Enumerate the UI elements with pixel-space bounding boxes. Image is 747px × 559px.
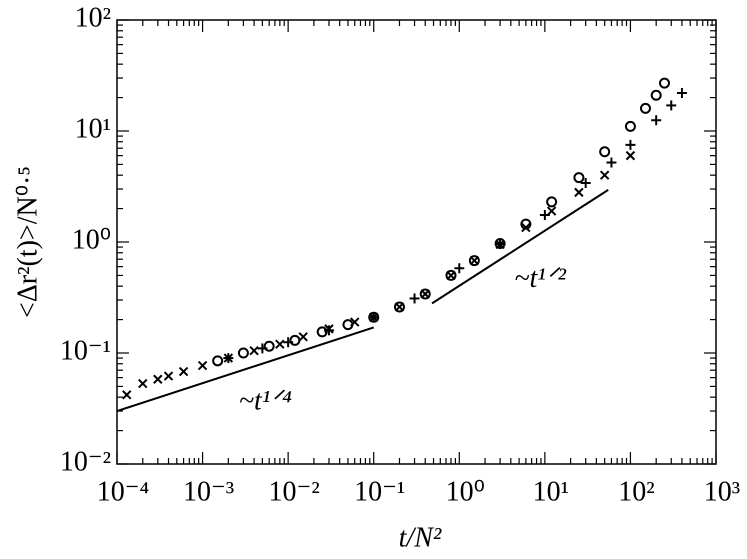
marker-stroke bbox=[249, 345, 259, 356]
marker-stroke bbox=[163, 371, 174, 381]
marker-stroke bbox=[625, 150, 636, 161]
point bbox=[283, 337, 294, 348]
point bbox=[468, 255, 480, 267]
x-tick-label: 10⁻² bbox=[269, 476, 320, 507]
reference-line bbox=[116, 326, 375, 412]
x-tick-label: 10⁻¹ bbox=[354, 476, 405, 507]
y-tick-label: 10⁻¹ bbox=[60, 335, 111, 366]
point bbox=[409, 293, 420, 304]
y-tick-label: 10⁰ bbox=[72, 224, 111, 255]
y-axis-title: <Δr²(t)>/N⁰·⁵ bbox=[12, 166, 43, 318]
point bbox=[520, 218, 532, 230]
point bbox=[546, 196, 558, 208]
point bbox=[650, 89, 662, 101]
point bbox=[445, 269, 457, 281]
point bbox=[419, 288, 431, 300]
point bbox=[624, 120, 636, 132]
y-tick-label: 10⁻² bbox=[60, 446, 111, 477]
point bbox=[122, 390, 132, 400]
x-tick-label: 10⁰ bbox=[446, 476, 485, 507]
point bbox=[298, 332, 308, 342]
point bbox=[237, 347, 249, 359]
x-tick-label: 10² bbox=[618, 476, 654, 507]
y-tick-label: 10² bbox=[75, 2, 111, 33]
point bbox=[249, 345, 259, 356]
point bbox=[651, 115, 662, 126]
point bbox=[257, 343, 268, 354]
point bbox=[625, 139, 636, 150]
point bbox=[573, 172, 585, 184]
annotation: ~t¹ᐟ² bbox=[514, 263, 566, 294]
marker-stroke bbox=[197, 360, 208, 371]
x-tick-label: 10⁻³ bbox=[183, 476, 234, 507]
point bbox=[368, 312, 379, 323]
marker-stroke bbox=[546, 206, 557, 216]
point bbox=[625, 150, 636, 161]
reference-line bbox=[431, 189, 609, 305]
marker-stroke bbox=[574, 187, 584, 198]
point bbox=[393, 301, 405, 313]
point bbox=[606, 157, 617, 168]
point bbox=[163, 371, 174, 381]
point bbox=[676, 87, 687, 98]
point bbox=[323, 325, 334, 336]
point bbox=[599, 146, 611, 158]
point bbox=[138, 378, 148, 389]
marker-stroke bbox=[275, 339, 285, 349]
point bbox=[574, 187, 584, 198]
marker-stroke bbox=[599, 170, 610, 180]
point bbox=[454, 263, 465, 274]
x-tick-label: 10³ bbox=[704, 476, 740, 507]
point bbox=[275, 339, 285, 349]
plot-frame bbox=[116, 19, 717, 465]
point bbox=[599, 170, 610, 180]
y-tick-label: 10¹ bbox=[75, 113, 111, 144]
marker-stroke bbox=[521, 222, 531, 233]
point bbox=[580, 178, 591, 189]
point bbox=[153, 374, 163, 384]
point bbox=[178, 366, 189, 377]
marker-stroke bbox=[178, 366, 189, 377]
point bbox=[342, 319, 354, 331]
marker-stroke bbox=[298, 332, 308, 342]
point bbox=[223, 353, 234, 364]
point bbox=[639, 102, 651, 114]
point bbox=[316, 326, 328, 338]
x-axis-title: t/N² bbox=[399, 522, 442, 553]
marker-stroke bbox=[138, 378, 148, 389]
marker-stroke bbox=[122, 390, 132, 400]
point bbox=[289, 334, 301, 346]
point bbox=[495, 238, 506, 249]
point bbox=[666, 100, 677, 111]
x-tick-label: 10⁻⁴ bbox=[97, 476, 150, 507]
point bbox=[546, 206, 557, 216]
point bbox=[521, 222, 531, 233]
x-tick-label: 10¹ bbox=[533, 476, 569, 507]
point bbox=[539, 210, 550, 221]
marker-stroke bbox=[153, 374, 163, 384]
point bbox=[658, 77, 670, 89]
point bbox=[197, 360, 208, 371]
annotation: ~t¹ᐟ⁴ bbox=[239, 386, 292, 417]
point bbox=[212, 355, 224, 367]
point bbox=[263, 340, 275, 352]
